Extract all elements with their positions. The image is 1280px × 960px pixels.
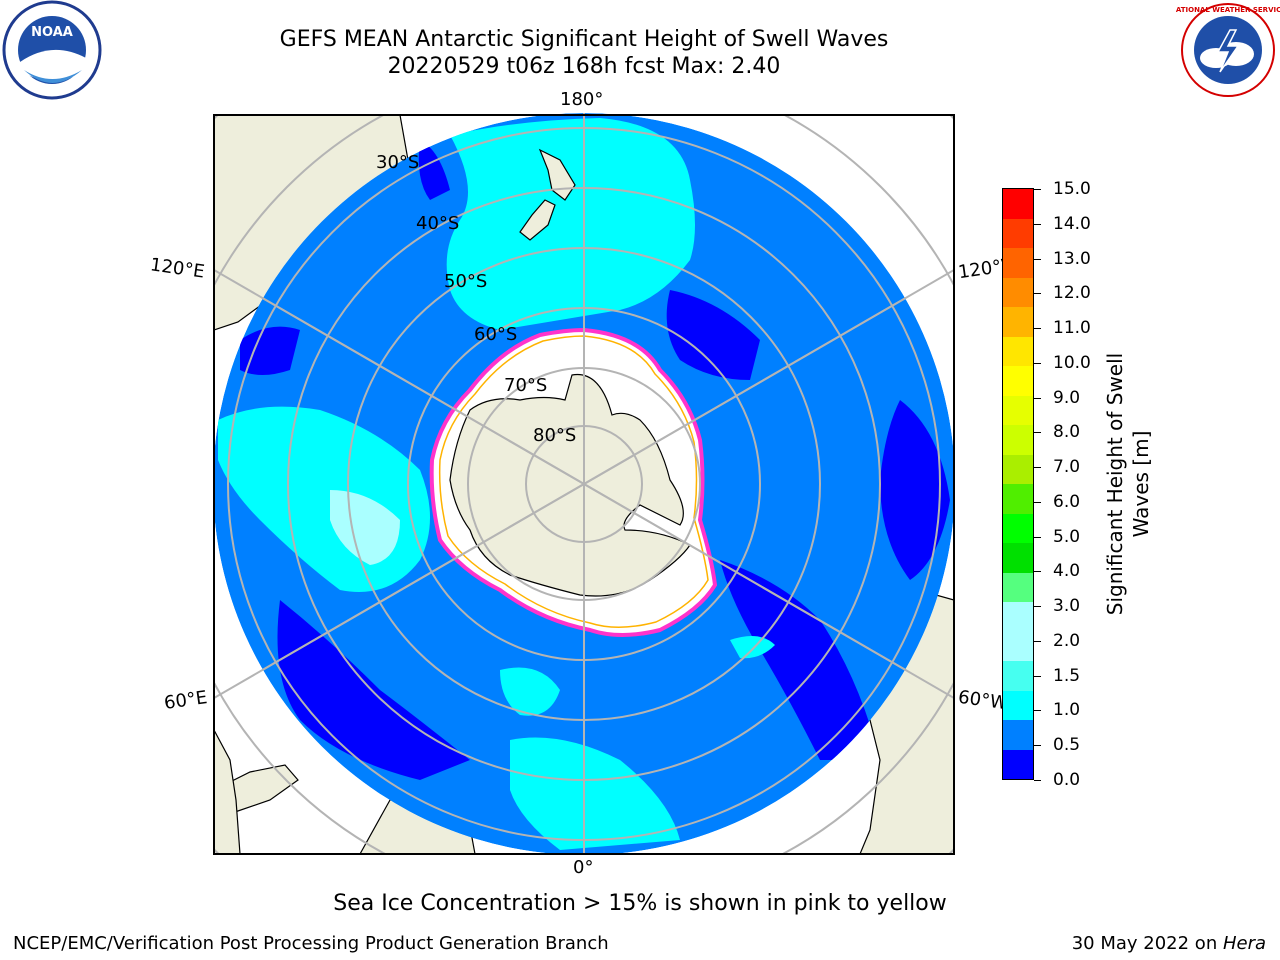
swell-region-low-2 [720, 560, 880, 760]
colorbar-tick-label: 6.0 [1053, 491, 1081, 512]
colorbar-tick-mark [1034, 745, 1041, 747]
colorbar [1002, 188, 1034, 780]
colorbar-segment [1003, 572, 1033, 602]
swell-region-high-indian [330, 490, 400, 565]
colorbar-segment [1003, 602, 1033, 632]
colorbar-segment [1003, 720, 1033, 750]
lat-label-40s: 40°S [416, 213, 460, 234]
noaa-logo-text: NOAA [31, 25, 73, 40]
colorbar-tick-mark [1034, 189, 1041, 190]
colorbar-tick-label: 2.0 [1053, 630, 1081, 651]
colorbar-segment [1003, 484, 1033, 514]
lon-label-180: 180° [560, 89, 604, 110]
swell-region-low-1 [277, 600, 470, 780]
colorbar-segment [1003, 543, 1033, 573]
colorbar-tick-mark [1034, 640, 1041, 642]
colorbar-tick-mark [1034, 501, 1041, 503]
lat-label-50s: 50°S [444, 271, 488, 292]
colorbar-tick-label: 11.0 [1053, 318, 1091, 339]
colorbar-tick-mark [1034, 536, 1041, 538]
swell-region-mid-4 [500, 667, 560, 716]
swell-region-low-4 [880, 400, 950, 580]
colorbar-tick-mark [1034, 362, 1041, 364]
colorbar-tick-mark [1034, 223, 1041, 225]
noaa-logo: NOAA [2, 0, 102, 100]
colorbar-segment [1003, 513, 1033, 543]
colorbar-tick-label: 1.5 [1053, 665, 1081, 686]
colorbar-segment [1003, 661, 1033, 691]
colorbar-tick-label: 12.0 [1053, 283, 1091, 304]
swell-region-mid-5 [730, 636, 775, 659]
colorbar-tick-label: 9.0 [1053, 387, 1081, 408]
colorbar-segment [1003, 277, 1033, 307]
chart-subtitle: 20220529 t06z 168h fcst Max: 2.40 [387, 54, 781, 79]
chart-title: GEFS MEAN Antarctic Significant Height o… [279, 27, 889, 52]
sea-ice-edge-inner [438, 335, 709, 628]
colorbar-tick-mark [1034, 432, 1041, 434]
colorbar-segment [1003, 366, 1033, 396]
colorbar-segment [1003, 631, 1033, 661]
colorbar-segment [1003, 395, 1033, 425]
colorbar-tick-mark [1034, 467, 1041, 469]
credit-line: NCEP/EMC/Verification Post Processing Pr… [13, 933, 609, 954]
colorbar-tick-mark [1034, 780, 1041, 781]
colorbar-segment [1003, 189, 1033, 219]
swell-region-mid-pacific [446, 118, 695, 330]
lat-label-60s: 60°S [474, 324, 518, 345]
colorbar-tick-label: 5.0 [1053, 526, 1081, 547]
colorbar-tick-label: 7.0 [1053, 457, 1081, 478]
colorbar-tick-mark [1034, 258, 1041, 260]
lat-label-80s: 80°S [533, 425, 577, 446]
nws-logo-text: NATIONAL WEATHER SERVICE [1176, 6, 1280, 14]
colorbar-tick-label: 13.0 [1053, 248, 1091, 269]
lat-label-30s: 30°S [376, 152, 420, 173]
colorbar-segment [1003, 425, 1033, 455]
colorbar-tick-label: 3.0 [1053, 596, 1081, 617]
land-antarctica-peninsula-tip [214, 729, 241, 854]
colorbar-tick-label: 10.0 [1053, 352, 1091, 373]
nws-logo: NATIONAL WEATHER SERVICE [1176, 3, 1280, 97]
date-line: 30 May 2022 on Hera [1072, 933, 1266, 954]
swell-region-mid-south [510, 737, 680, 850]
colorbar-tick-mark [1034, 675, 1041, 677]
lon-label-0: 0° [573, 857, 594, 878]
colorbar-segment [1003, 749, 1033, 779]
date-text: 30 May 2022 on [1071, 933, 1223, 954]
colorbar-tick-label: 0.5 [1053, 735, 1081, 756]
colorbar-tick-mark [1034, 710, 1041, 712]
colorbar-segment [1003, 454, 1033, 484]
swell-region-low-3 [666, 290, 760, 380]
swell-region-low-6 [418, 140, 450, 200]
colorbar-segment [1003, 218, 1033, 248]
colorbar-tick-label: 0.0 [1053, 770, 1081, 790]
colorbar-tick-label: 15.0 [1053, 179, 1091, 199]
colorbar-segment [1003, 690, 1033, 720]
map-frame [213, 114, 955, 855]
colorbar-tick-mark [1034, 293, 1041, 295]
colorbar-tick-mark [1034, 328, 1041, 330]
sea-ice-note: Sea Ice Concentration > 15% is shown in … [333, 891, 947, 916]
colorbar-tick-label: 14.0 [1053, 213, 1091, 234]
colorbar-segment [1003, 248, 1033, 278]
host-name: Hera [1222, 933, 1266, 954]
colorbar-tick-label: 1.0 [1053, 700, 1081, 721]
colorbar-segment [1003, 336, 1033, 366]
colorbar-tick-mark [1034, 571, 1041, 573]
land-new-zealand [519, 148, 576, 241]
colorbar-tick-mark [1034, 606, 1041, 608]
colorbar-tick-mark [1034, 397, 1041, 399]
colorbar-tick-label: 8.0 [1053, 422, 1081, 443]
colorbar-segment [1003, 307, 1033, 337]
colorbar-label: Significant Height of Swell Waves [m] [1103, 352, 1153, 616]
swell-region-low-5 [240, 326, 300, 375]
colorbar-tick-label: 4.0 [1053, 561, 1081, 582]
lat-label-70s: 70°S [504, 375, 548, 396]
